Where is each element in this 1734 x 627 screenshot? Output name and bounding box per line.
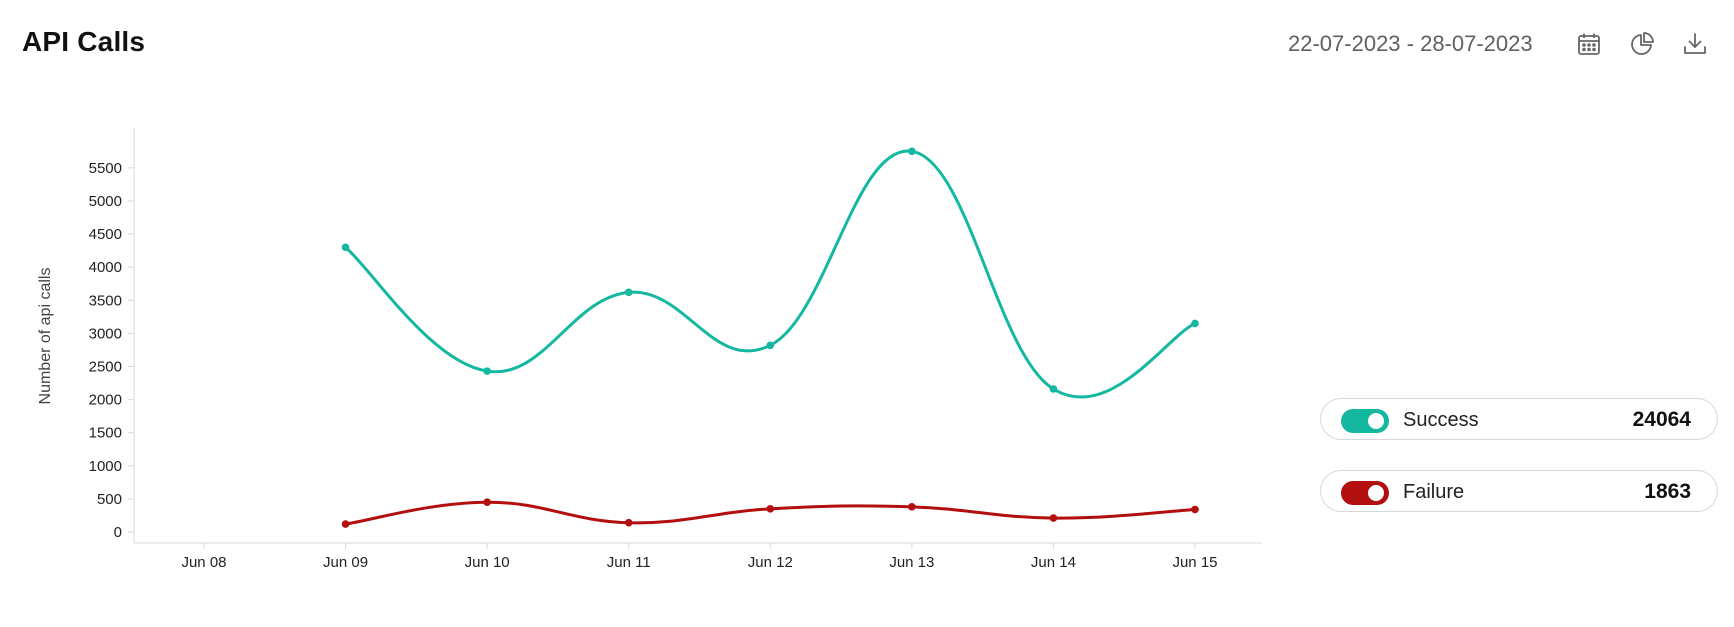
- data-point-success: [908, 147, 916, 156]
- x-tick-label: Jun 14: [1031, 554, 1076, 571]
- legend-label-failure: Failure: [1403, 481, 1465, 503]
- y-tick-label: 5000: [89, 193, 122, 210]
- x-tick-label: Jun 13: [889, 554, 934, 571]
- download-icon[interactable]: [1682, 31, 1708, 57]
- failure-toggle[interactable]: [1341, 481, 1389, 505]
- data-point-failure: [483, 498, 491, 507]
- y-tick-label: 2500: [89, 358, 122, 375]
- y-axis-label: Number of api calls: [37, 267, 54, 405]
- series-line-success: [344, 149, 1197, 399]
- data-point-failure: [1191, 505, 1199, 514]
- calendar-icon[interactable]: [1576, 31, 1602, 57]
- x-tick-label: Jun 09: [323, 554, 368, 571]
- x-tick-label: Jun 08: [181, 554, 226, 571]
- data-point-failure: [908, 503, 916, 511]
- pie-chart-icon[interactable]: [1629, 31, 1655, 57]
- legend-value-failure: 1863: [1644, 480, 1691, 503]
- legend-value-success: 24064: [1632, 408, 1691, 431]
- y-tick-label: 4500: [89, 226, 122, 243]
- toggle-knob: [1368, 485, 1384, 501]
- data-point-success: [1191, 319, 1199, 328]
- y-tick-label: 1500: [89, 425, 122, 442]
- line-chart: 0 500 1000 1500 2000 2500 3000 3500 4000 4500 5000…: [89, 128, 1262, 571]
- data-point-success: [1049, 385, 1058, 393]
- y-tick-label: 5500: [89, 160, 122, 177]
- y-tick-label: 1000: [89, 458, 122, 475]
- success-toggle[interactable]: [1341, 409, 1389, 433]
- data-point-failure: [624, 518, 633, 527]
- data-point-success: [624, 288, 633, 297]
- y-tick-label: 2000: [89, 392, 122, 409]
- data-point-failure: [1049, 514, 1058, 522]
- y-tick-label: 4000: [89, 259, 122, 276]
- data-point-failure: [766, 505, 775, 513]
- data-point-failure: [341, 520, 350, 528]
- legend-item-failure[interactable]: Failure 1863: [1320, 470, 1718, 512]
- y-tick-label: 3500: [89, 292, 122, 309]
- data-point-success: [483, 367, 491, 375]
- x-tick-label: Jun 11: [607, 554, 651, 571]
- chart-area: 0 500 1000 1500 2000 2500 3000 3500 4000 4500 5000…: [37, 128, 1262, 571]
- y-tick-label: 0: [114, 524, 122, 541]
- data-point-success: [766, 341, 775, 350]
- data-point-success: [341, 243, 350, 252]
- legend-label-success: Success: [1403, 409, 1479, 431]
- x-tick-label: Jun 15: [1172, 554, 1217, 571]
- y-tick-label: 500: [97, 491, 122, 508]
- page-title: API Calls: [22, 26, 146, 57]
- legend-item-success[interactable]: Success 24064: [1320, 398, 1718, 440]
- toggle-knob: [1368, 413, 1384, 429]
- date-range[interactable]: 22-07-2023 - 28-07-2023: [1288, 31, 1533, 56]
- x-tick-label: Jun 12: [748, 554, 793, 571]
- x-tick-label: Jun 10: [465, 554, 510, 571]
- y-tick-label: 3000: [89, 325, 122, 342]
